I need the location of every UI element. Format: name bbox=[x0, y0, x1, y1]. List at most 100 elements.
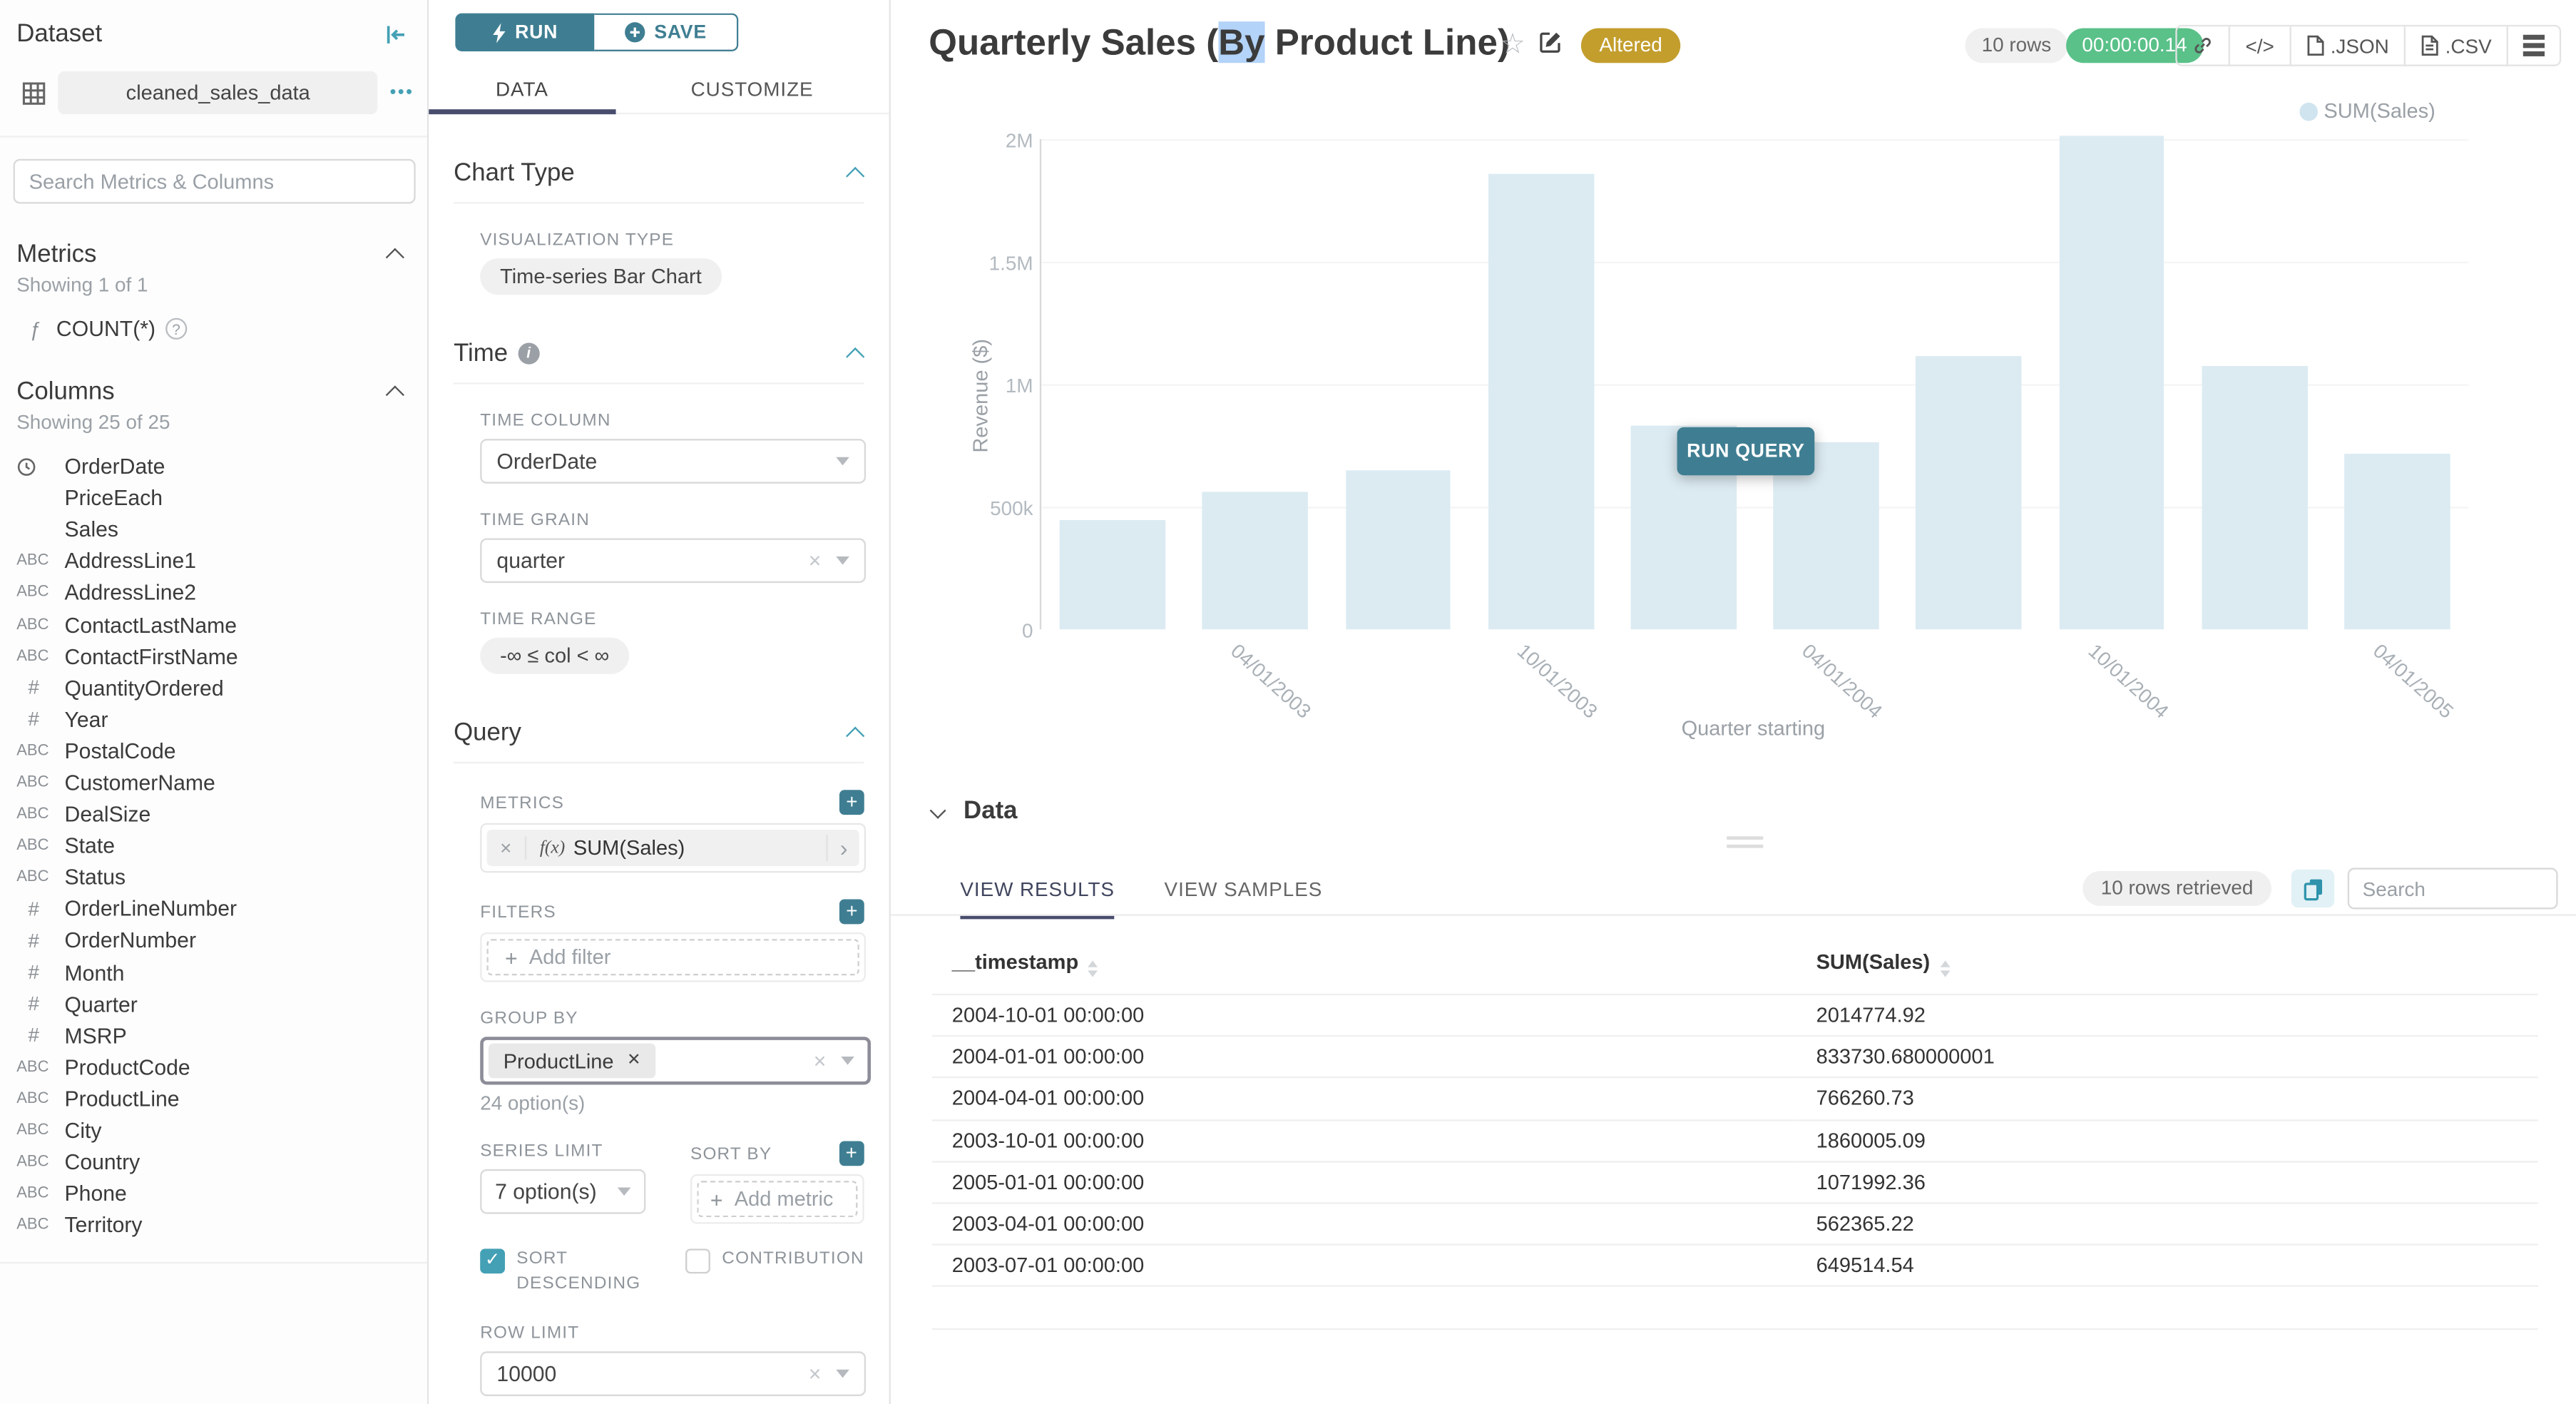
column-item[interactable]: ABC DealSize bbox=[0, 798, 427, 830]
tab-view-results[interactable]: VIEW RESULTS bbox=[960, 878, 1115, 920]
dataset-panel-title: Dataset bbox=[16, 19, 103, 49]
column-item[interactable]: # OrderLineNumber bbox=[0, 893, 427, 925]
bar[interactable] bbox=[1060, 520, 1166, 630]
column-label: Sales bbox=[64, 517, 119, 542]
embed-code-button[interactable]: </> bbox=[2231, 26, 2291, 65]
column-item[interactable]: ABC CustomerName bbox=[0, 767, 427, 798]
results-table: __timestamp SUM(Sales) 2004-10-01 00:00:… bbox=[931, 937, 2538, 1329]
column-item[interactable]: ABC Territory bbox=[0, 1209, 427, 1241]
plus-icon: + bbox=[505, 945, 518, 970]
chevron-up-icon[interactable] bbox=[385, 385, 404, 404]
row-limit-select[interactable]: 10000 × bbox=[480, 1351, 867, 1396]
add-filter-button[interactable]: + bbox=[839, 899, 864, 925]
column-item[interactable]: ABC Phone bbox=[0, 1178, 427, 1209]
time-grain-select[interactable]: quarter × bbox=[480, 538, 867, 584]
dataset-options-icon[interactable]: ••• bbox=[389, 83, 414, 103]
contribution-checkbox[interactable] bbox=[685, 1248, 711, 1274]
column-item[interactable]: Sales bbox=[0, 514, 427, 545]
collapse-panel-icon[interactable] bbox=[384, 22, 407, 45]
add-filter-dropzone[interactable]: + Add filter bbox=[486, 939, 859, 976]
column-item[interactable]: # Month bbox=[0, 957, 427, 988]
chevron-up-icon[interactable] bbox=[846, 166, 865, 185]
sort-icon bbox=[1088, 960, 1099, 977]
clear-icon[interactable]: × bbox=[813, 1048, 827, 1074]
export-csv-button[interactable]: .CSV bbox=[2406, 26, 2508, 65]
chevron-up-icon[interactable] bbox=[846, 346, 865, 366]
add-sort-metric-button[interactable]: + bbox=[839, 1141, 864, 1166]
column-item[interactable]: ABC ContactLastName bbox=[0, 609, 427, 640]
column-item[interactable]: ABC AddressLine2 bbox=[0, 577, 427, 609]
column-item[interactable]: ABC Country bbox=[0, 1146, 427, 1178]
chevron-right-icon[interactable]: › bbox=[827, 834, 859, 862]
copy-button[interactable] bbox=[2291, 869, 2335, 908]
column-item[interactable]: PriceEach bbox=[0, 482, 427, 514]
help-icon[interactable]: ? bbox=[165, 317, 188, 340]
copy-icon bbox=[2303, 878, 2321, 900]
favorite-star-icon[interactable]: ☆ bbox=[1500, 28, 1525, 60]
remove-tag-icon[interactable]: ✕ bbox=[627, 1052, 641, 1070]
metric-pill[interactable]: × f(x) SUM(Sales) › bbox=[486, 830, 859, 867]
dataset-name[interactable]: cleaned_sales_data bbox=[58, 71, 379, 115]
share-link-button[interactable] bbox=[2177, 26, 2231, 65]
bar[interactable] bbox=[1345, 469, 1451, 630]
chevron-up-icon[interactable] bbox=[846, 726, 865, 745]
remove-metric-icon[interactable]: × bbox=[486, 836, 527, 860]
column-item[interactable]: ABC AddressLine1 bbox=[0, 545, 427, 576]
altered-badge[interactable]: Altered bbox=[1580, 28, 1681, 63]
legend-marker bbox=[2299, 101, 2318, 121]
bar[interactable] bbox=[1202, 491, 1309, 630]
collapse-data-icon[interactable] bbox=[929, 802, 946, 819]
bar[interactable] bbox=[1488, 173, 1594, 630]
column-header-timestamp[interactable]: __timestamp bbox=[932, 937, 1796, 994]
table-search-input[interactable] bbox=[2347, 868, 2558, 910]
tab-view-samples[interactable]: VIEW SAMPLES bbox=[1164, 878, 1323, 901]
column-item[interactable]: OrderDate bbox=[0, 450, 427, 482]
edit-icon[interactable] bbox=[1538, 30, 1563, 55]
group-by-select[interactable]: ProductLine ✕ × bbox=[480, 1037, 872, 1085]
column-item[interactable]: # QuantityOrdered bbox=[0, 672, 427, 703]
number-type-icon: # bbox=[28, 707, 39, 731]
column-item[interactable]: # Year bbox=[0, 703, 427, 735]
text-type-icon: ABC bbox=[16, 1216, 49, 1235]
time-range-value[interactable]: -∞ ≤ col < ∞ bbox=[480, 637, 630, 674]
bar[interactable] bbox=[2058, 135, 2164, 630]
bar[interactable] bbox=[1916, 356, 2022, 630]
column-item[interactable]: # MSRP bbox=[0, 1019, 427, 1051]
page-title[interactable]: Quarterly Sales (By Product Line) bbox=[929, 21, 1510, 64]
clear-icon[interactable]: × bbox=[808, 548, 822, 574]
tab-customize[interactable]: CUSTOMIZE bbox=[690, 78, 814, 101]
viz-type-value[interactable]: Time-series Bar Chart bbox=[480, 258, 722, 295]
column-item[interactable]: ABC City bbox=[0, 1114, 427, 1146]
cell-sum-sales: 833730.680000001 bbox=[1796, 1035, 2538, 1078]
sort-descending-checkbox[interactable]: ✓ bbox=[480, 1248, 506, 1274]
column-header-sum-sales[interactable]: SUM(Sales) bbox=[1796, 937, 2538, 994]
bar[interactable] bbox=[2344, 453, 2450, 630]
metric-item[interactable]: ƒ COUNT(*) ? bbox=[0, 297, 427, 341]
resize-handle[interactable] bbox=[1727, 836, 1764, 853]
clear-icon[interactable]: × bbox=[808, 1361, 822, 1387]
column-item[interactable]: ABC ContactFirstName bbox=[0, 640, 427, 671]
menu-button[interactable] bbox=[2508, 26, 2560, 64]
legend[interactable]: SUM(Sales) bbox=[2299, 99, 2436, 123]
run-query-button[interactable]: RUN QUERY bbox=[1677, 427, 1815, 476]
column-item[interactable]: # Quarter bbox=[0, 988, 427, 1019]
series-limit-select[interactable]: 7 option(s) bbox=[480, 1169, 646, 1214]
search-input[interactable] bbox=[12, 158, 415, 204]
text-type-icon: ABC bbox=[16, 836, 49, 855]
column-item[interactable]: # OrderNumber bbox=[0, 925, 427, 956]
column-item[interactable]: ABC ProductLine bbox=[0, 1083, 427, 1114]
chevron-up-icon[interactable] bbox=[385, 247, 404, 266]
time-column-select[interactable]: OrderDate bbox=[480, 439, 867, 484]
column-item[interactable]: ABC PostalCode bbox=[0, 735, 427, 766]
chart-type-heading: Chart Type bbox=[454, 158, 575, 188]
export-json-button[interactable]: .JSON bbox=[2291, 26, 2406, 65]
tab-data[interactable]: DATA bbox=[429, 66, 615, 113]
add-sort-metric-dropzone[interactable]: + Add metric bbox=[697, 1181, 858, 1218]
run-button[interactable]: RUN bbox=[455, 13, 595, 51]
save-button[interactable]: SAVE bbox=[594, 13, 739, 51]
column-item[interactable]: ABC Status bbox=[0, 862, 427, 893]
column-item[interactable]: ABC State bbox=[0, 830, 427, 861]
add-metric-button[interactable]: + bbox=[839, 790, 864, 815]
bar[interactable] bbox=[2201, 366, 2308, 630]
column-item[interactable]: ABC ProductCode bbox=[0, 1052, 427, 1083]
